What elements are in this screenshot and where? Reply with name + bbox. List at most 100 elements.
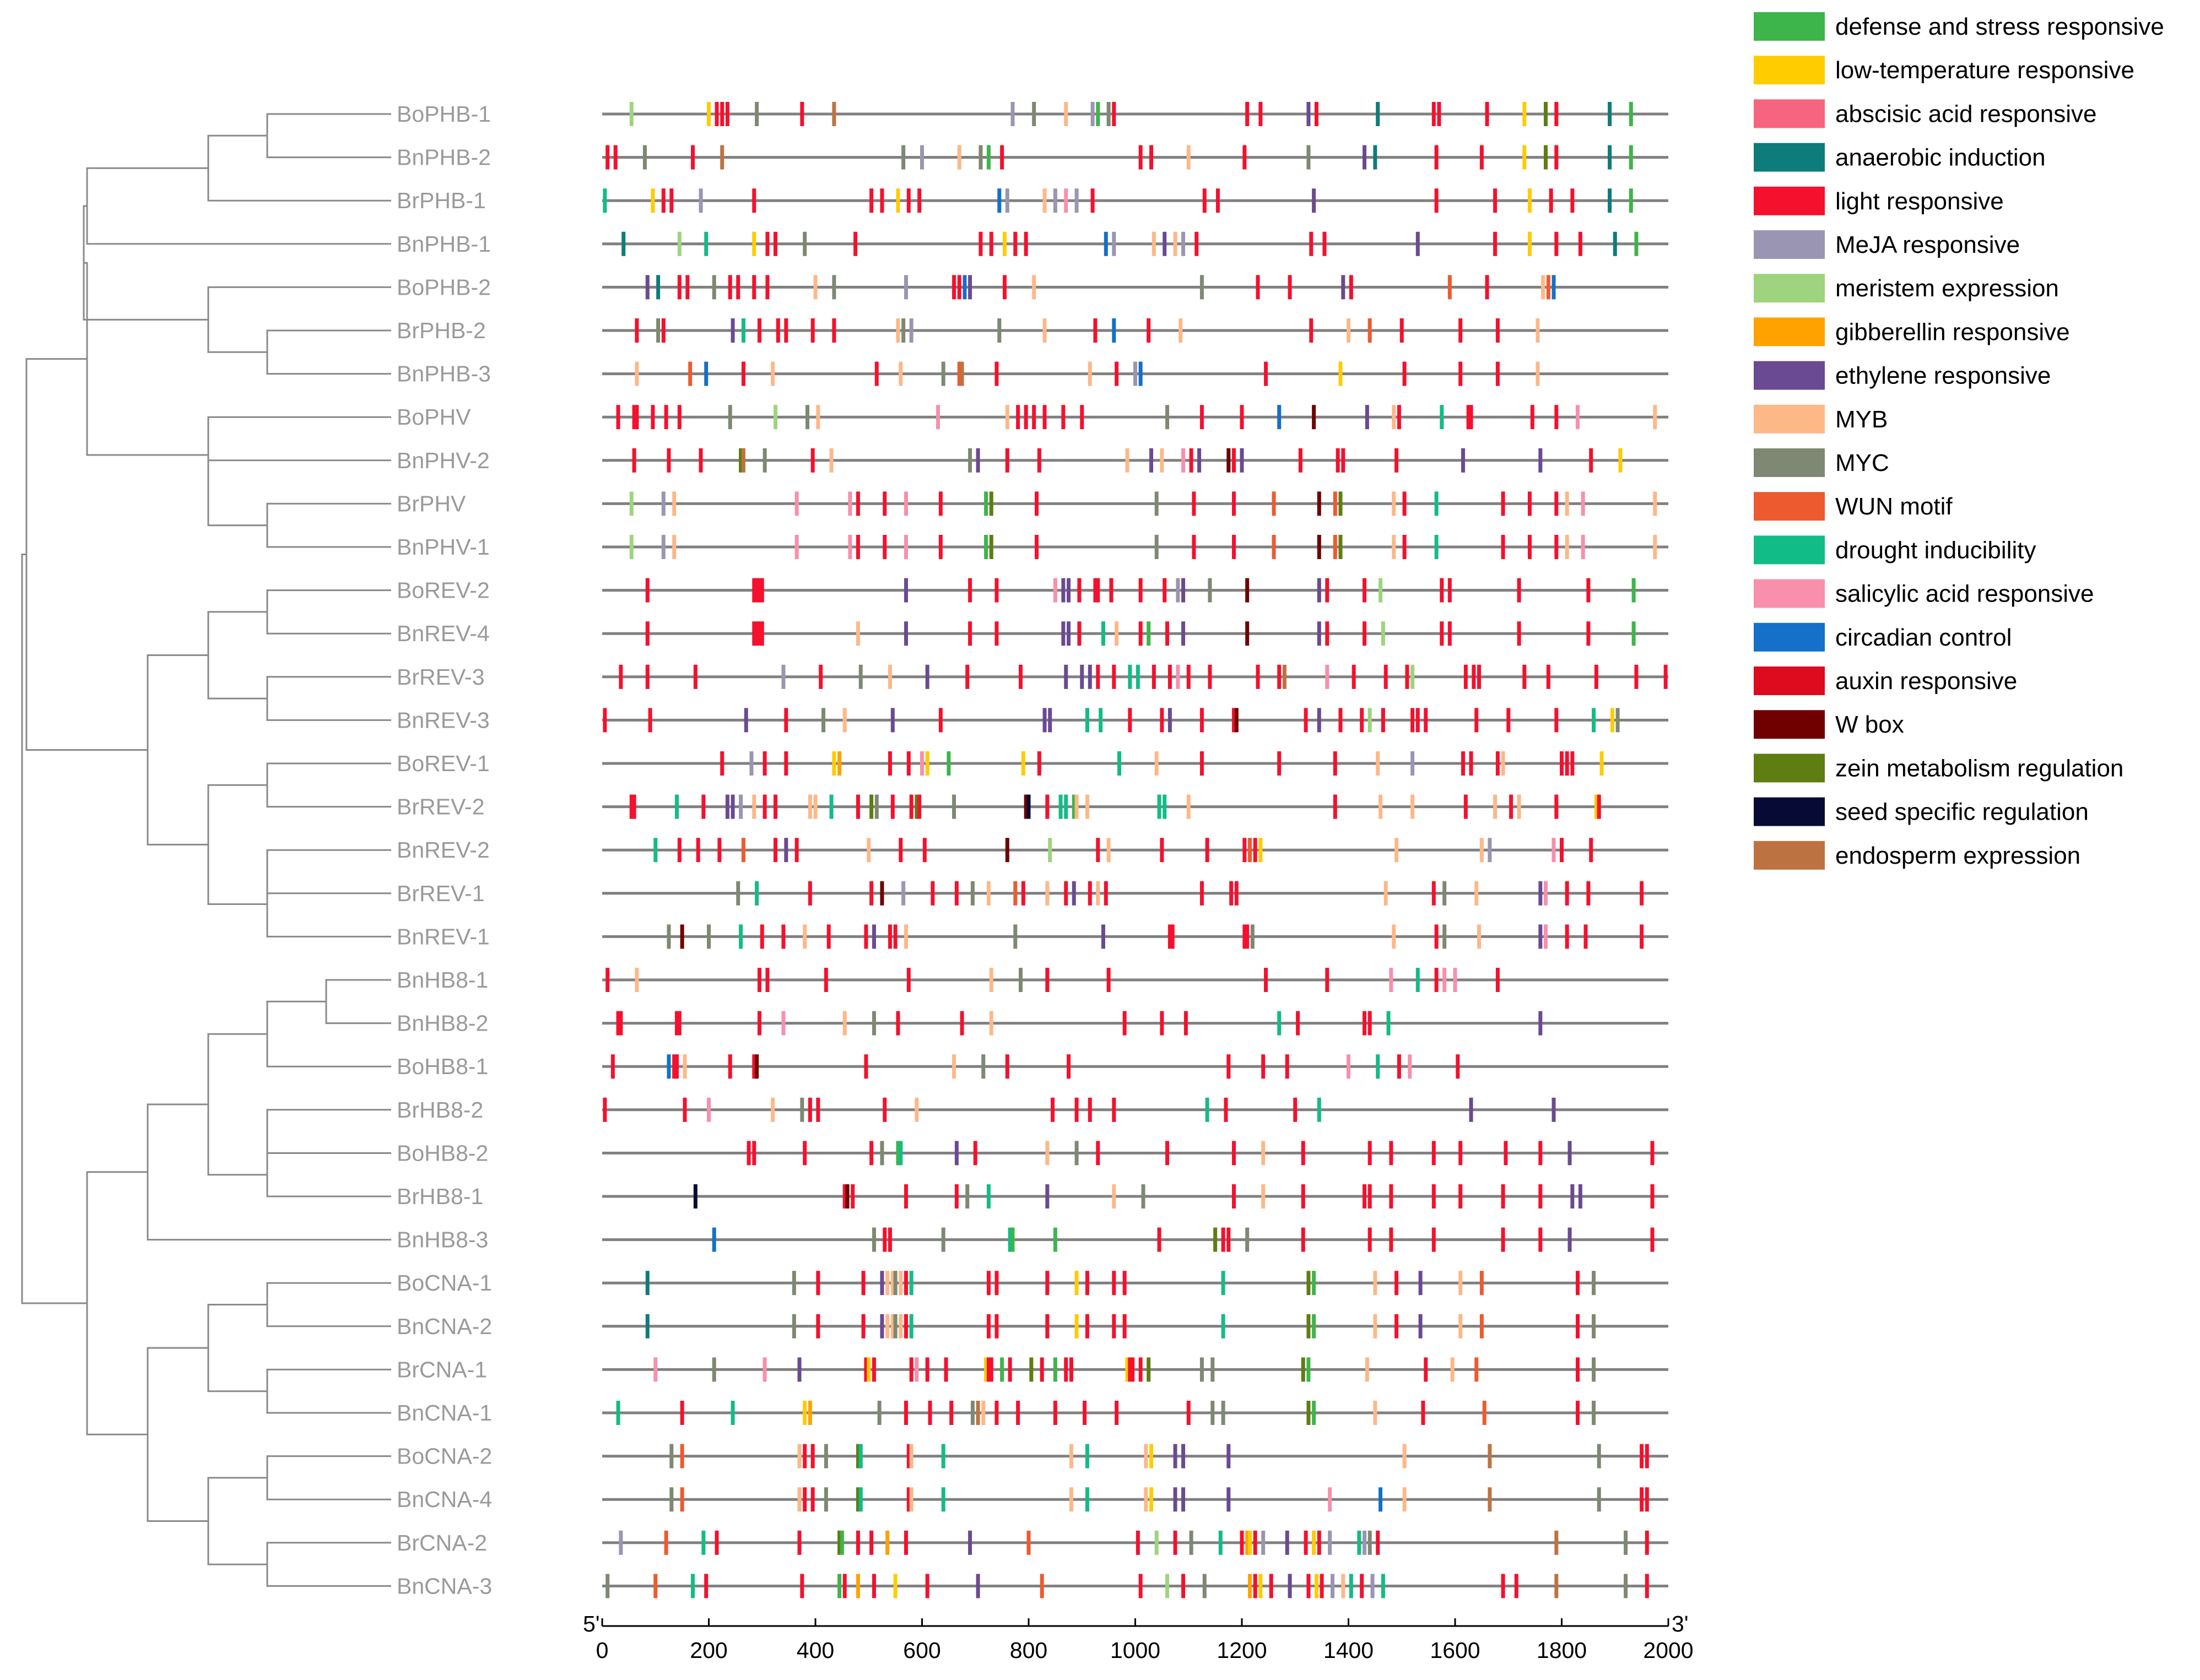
cis-element-mark <box>888 664 892 689</box>
cis-element-mark <box>1104 881 1108 906</box>
cis-element-mark <box>909 1444 913 1468</box>
cis-element-mark <box>1431 1184 1436 1208</box>
cis-element-mark <box>1338 708 1343 733</box>
cis-element-mark <box>645 275 650 300</box>
legend-swatch <box>1754 274 1825 303</box>
gene-track <box>602 1444 1668 1468</box>
cis-element-mark <box>909 1357 913 1382</box>
cis-element-mark <box>1586 621 1591 646</box>
cis-element-mark <box>925 1357 929 1382</box>
cis-element-mark <box>1565 881 1569 906</box>
cis-element-mark <box>968 578 972 603</box>
cis-element-mark <box>1597 1487 1601 1512</box>
cis-element-mark <box>616 405 620 430</box>
cis-element-mark <box>981 1054 986 1079</box>
cis-element-mark <box>1552 838 1556 863</box>
gene-label: BnHB8-1 <box>397 967 488 993</box>
cis-element-mark <box>1192 535 1196 559</box>
cis-element-mark <box>632 405 636 430</box>
cis-element-mark <box>904 1401 908 1425</box>
cis-element-mark <box>1325 578 1329 603</box>
legend-swatch <box>1754 448 1825 477</box>
cis-element-mark <box>1035 491 1039 516</box>
cis-element-mark <box>1501 1574 1505 1598</box>
gene-label: BnPHB-1 <box>397 231 491 257</box>
cis-element-mark <box>1461 751 1466 776</box>
cis-element-mark <box>794 491 799 516</box>
gene-track <box>602 838 1668 863</box>
cis-element-mark <box>715 1530 719 1555</box>
legend-label: defense and stress responsive <box>1835 13 2164 40</box>
gene-track <box>602 1011 1668 1036</box>
cis-element-mark <box>1288 1574 1292 1598</box>
cis-element-mark <box>968 1530 972 1555</box>
cis-element-mark <box>1261 1184 1266 1208</box>
cis-element-mark <box>1522 664 1527 689</box>
cis-element-mark <box>1309 318 1313 343</box>
cis-element-mark <box>792 1271 796 1296</box>
cis-element-mark <box>1363 621 1367 646</box>
cis-element-mark <box>1133 361 1137 386</box>
cis-element-mark <box>1306 1271 1311 1296</box>
cis-element-mark <box>653 838 658 863</box>
cis-element-mark <box>736 275 740 300</box>
cis-element-mark <box>1546 664 1550 689</box>
cis-element-mark <box>832 751 836 776</box>
cis-element-mark <box>893 924 898 949</box>
cis-element-mark <box>1469 751 1473 776</box>
cis-element-mark <box>1165 405 1170 430</box>
cis-element-mark <box>1367 1011 1372 1036</box>
cis-element-mark <box>1248 1574 1252 1598</box>
cis-element-mark <box>1336 448 1340 473</box>
cis-element-mark <box>920 145 924 170</box>
cis-element-mark <box>986 1184 991 1208</box>
cis-element-mark <box>653 1357 658 1382</box>
legend-item: MYC <box>1754 448 1889 477</box>
legend-swatch <box>1754 361 1825 390</box>
cis-element-mark <box>1304 1530 1308 1555</box>
gene-track <box>602 794 1668 819</box>
legend-item: auxin responsive <box>1754 666 2017 695</box>
cis-element-mark <box>1357 1530 1361 1555</box>
cis-element-mark <box>1554 708 1559 733</box>
cis-element-mark <box>741 838 745 863</box>
gene-track <box>602 881 1668 906</box>
cis-element-mark <box>976 1574 980 1598</box>
cis-element-mark <box>1506 708 1511 733</box>
cis-element-mark <box>1013 924 1018 949</box>
cis-element-mark <box>851 1184 855 1208</box>
cis-element-mark <box>915 794 919 819</box>
cis-element-mark <box>1112 102 1116 126</box>
cis-element-mark <box>1181 448 1186 473</box>
cis-element-mark <box>1226 1054 1231 1079</box>
cis-element-mark <box>693 1184 698 1208</box>
cis-element-mark <box>752 231 756 256</box>
gene-track <box>602 578 1668 603</box>
cis-element-mark <box>1373 1401 1377 1425</box>
cis-element-mark <box>739 924 743 949</box>
cis-element-mark <box>1032 102 1036 126</box>
gene-track <box>602 968 1668 992</box>
cis-element-mark <box>1565 535 1569 559</box>
cis-element-mark <box>1434 535 1439 559</box>
cis-element-mark <box>1440 621 1444 646</box>
cis-element-mark <box>1112 1314 1116 1338</box>
cis-element-mark <box>1163 231 1167 256</box>
cis-element-mark <box>1650 1141 1655 1166</box>
cis-element-mark <box>1599 751 1604 776</box>
cis-element-mark <box>1501 491 1505 516</box>
cis-element-mark <box>1402 361 1407 386</box>
cis-element-mark <box>1061 578 1066 603</box>
cis-element-mark <box>856 1574 860 1598</box>
cis-element-mark <box>1376 1530 1380 1555</box>
tree-branch <box>147 654 208 846</box>
cis-element-mark <box>1629 145 1633 170</box>
gene-track <box>602 448 1668 473</box>
cis-element-mark <box>941 1487 945 1512</box>
cis-element-mark <box>781 924 786 949</box>
cis-element-mark <box>1597 794 1601 819</box>
cis-element-mark <box>856 794 860 819</box>
cis-element-mark <box>968 621 972 646</box>
cis-element-mark <box>1149 448 1154 473</box>
cis-element-mark <box>1000 145 1004 170</box>
